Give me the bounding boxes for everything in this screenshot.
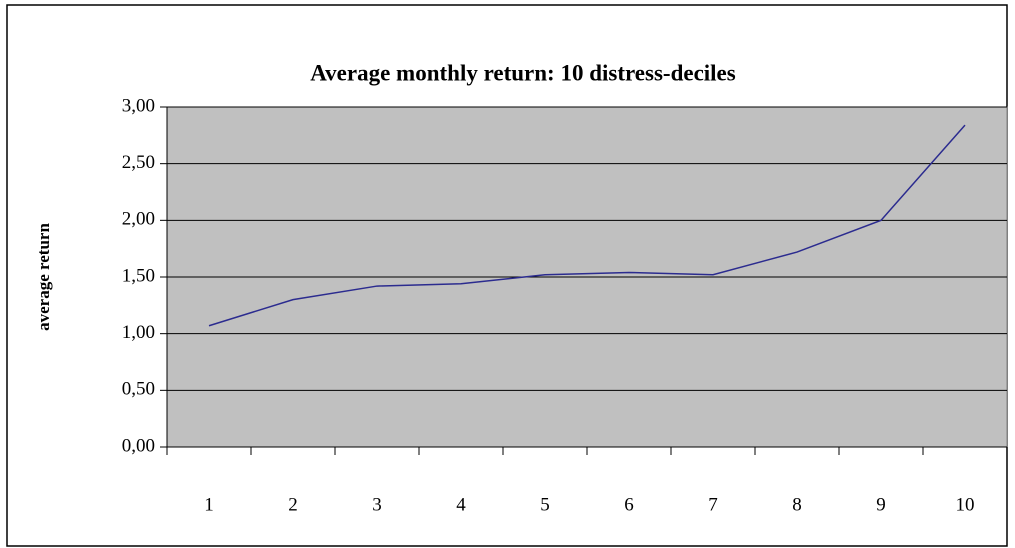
y-tick-label: 1,50 (122, 265, 155, 286)
x-tick-label: 4 (456, 494, 466, 515)
x-tick-label: 5 (540, 494, 550, 515)
y-tick-label: 0,50 (122, 379, 155, 400)
y-tick-label: 0,00 (122, 435, 155, 456)
x-tick-label: 7 (708, 494, 718, 515)
y-axis-label: average return (34, 223, 53, 331)
x-tick-label: 6 (624, 494, 634, 515)
x-tick-label: 8 (792, 494, 802, 515)
y-tick-label: 2,00 (122, 209, 155, 230)
y-tick-label: 2,50 (122, 152, 155, 173)
y-tick-label: 3,00 (122, 95, 155, 116)
x-tick-label: 2 (288, 494, 298, 515)
x-tick-label: 10 (956, 494, 975, 515)
y-tick-label: 1,00 (122, 322, 155, 343)
x-tick-label: 1 (204, 494, 214, 515)
chart-title: Average monthly return: 10 distress-deci… (310, 60, 735, 85)
data-line (208, 124, 966, 327)
x-tick-label: 9 (876, 494, 886, 515)
x-tick-label: 3 (372, 494, 382, 515)
